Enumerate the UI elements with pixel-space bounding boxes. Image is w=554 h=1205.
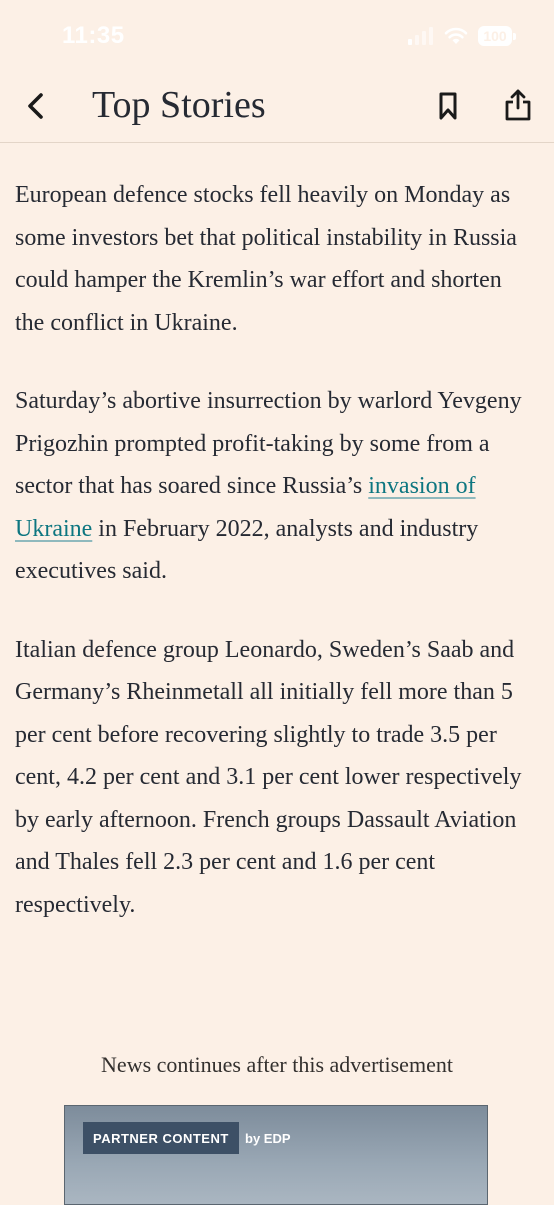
chevron-left-icon — [28, 93, 43, 119]
status-time: 11:35 — [62, 22, 125, 49]
battery-icon: 100 — [478, 26, 516, 46]
bookmark-button[interactable] — [432, 88, 464, 124]
sponsor-label: by EDP — [245, 1130, 291, 1146]
battery-tip — [513, 32, 516, 40]
page-title: Top Stories — [92, 84, 266, 126]
wifi-icon — [444, 27, 468, 44]
battery-level: 100 — [478, 26, 512, 46]
ad-notice: News continues after this advertisement — [101, 1052, 453, 1077]
invasion-of-ukraine-link[interactable]: invasion of Ukraine — [15, 473, 476, 542]
article-paragraph-3: Italian defence group Leonardo, Sweden’s… — [15, 636, 522, 918]
article-body: European defence stocks fell heavily on … — [15, 174, 535, 962]
status-bar: 11:35 100 — [0, 0, 554, 72]
advertisement[interactable]: PARTNER CONTENT by EDP — [64, 1105, 488, 1205]
article-paragraph-1: European defence stocks fell heavily on … — [15, 182, 517, 336]
nav-bar: Top Stories — [0, 72, 554, 143]
cellular-signal-icon — [408, 27, 433, 45]
partner-content-badge: PARTNER CONTENT — [83, 1122, 239, 1154]
share-icon — [505, 89, 531, 121]
back-button[interactable] — [20, 88, 52, 124]
status-icons: 100 — [408, 26, 516, 46]
paragraph-2-text-end: in February 2022, analysts and industry … — [15, 515, 479, 585]
article-paragraph-2: Saturday’s abortive insurrection by warl… — [15, 380, 535, 593]
bookmark-icon — [439, 92, 457, 120]
share-button[interactable] — [502, 86, 534, 124]
paragraph-2-text-start: Saturday’s abortive insurrection by warl… — [15, 388, 522, 499]
